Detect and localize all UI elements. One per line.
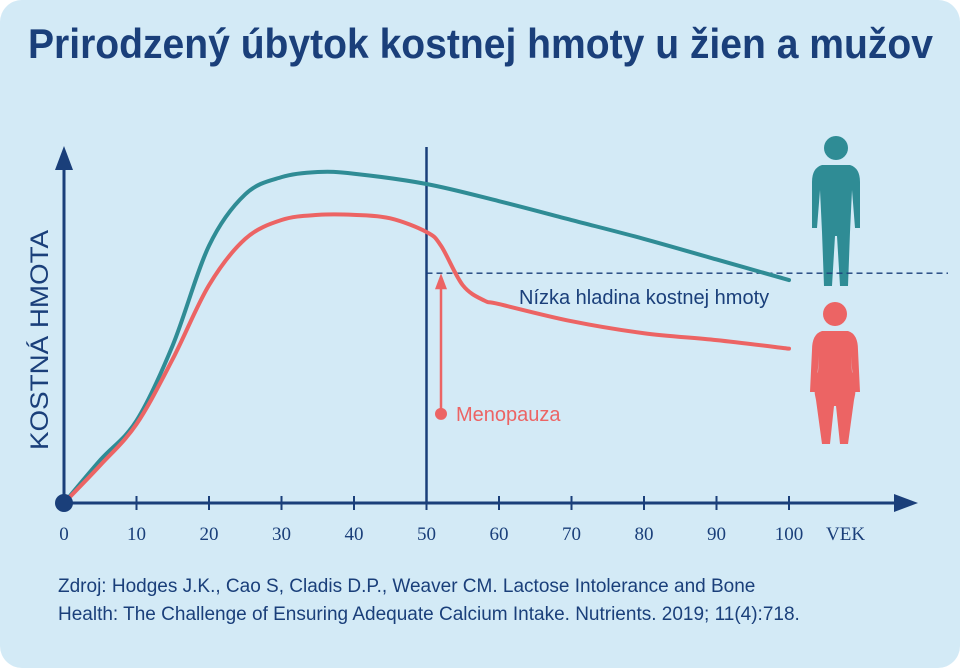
threshold-label: Nízka hladina kostnej hmoty (519, 287, 769, 309)
series-line (62, 169, 791, 505)
male-figure (812, 136, 860, 286)
x-axis-arrow (894, 494, 918, 512)
origin-dot (55, 494, 73, 512)
chart-title: Prirodzený úbytok kostnej hmoty u žien a… (28, 20, 934, 67)
x-tick-label: 90 (707, 524, 726, 545)
x-tick-label: 80 (635, 524, 654, 545)
menopause-dot (435, 407, 447, 420)
x-tick-label: 100 (775, 524, 804, 545)
series-line (62, 212, 791, 505)
x-tick-label: 20 (200, 524, 219, 545)
menopause-label: Menopauza (456, 404, 561, 426)
source-line: Health: The Challenge of Ensuring Adequa… (58, 604, 800, 625)
x-tick-label: 50 (417, 524, 436, 545)
x-tick-label: 0 (59, 524, 69, 545)
source-line: Zdroj: Hodges J.K., Cao S, Cladis D.P., … (58, 576, 755, 597)
x-tick-label: 60 (490, 524, 509, 545)
y-axis-label: KOSTNÁ HMOTA (25, 230, 54, 450)
x-tick-label: 70 (562, 524, 581, 545)
y-axis-arrow (55, 146, 73, 170)
x-axis-label: VEK (826, 524, 865, 545)
x-tick-label: 40 (345, 524, 364, 545)
x-tick-label: 30 (272, 524, 291, 545)
menopause-arrowhead (435, 273, 447, 290)
x-tick-label: 10 (127, 524, 146, 545)
female-figure (810, 302, 860, 444)
